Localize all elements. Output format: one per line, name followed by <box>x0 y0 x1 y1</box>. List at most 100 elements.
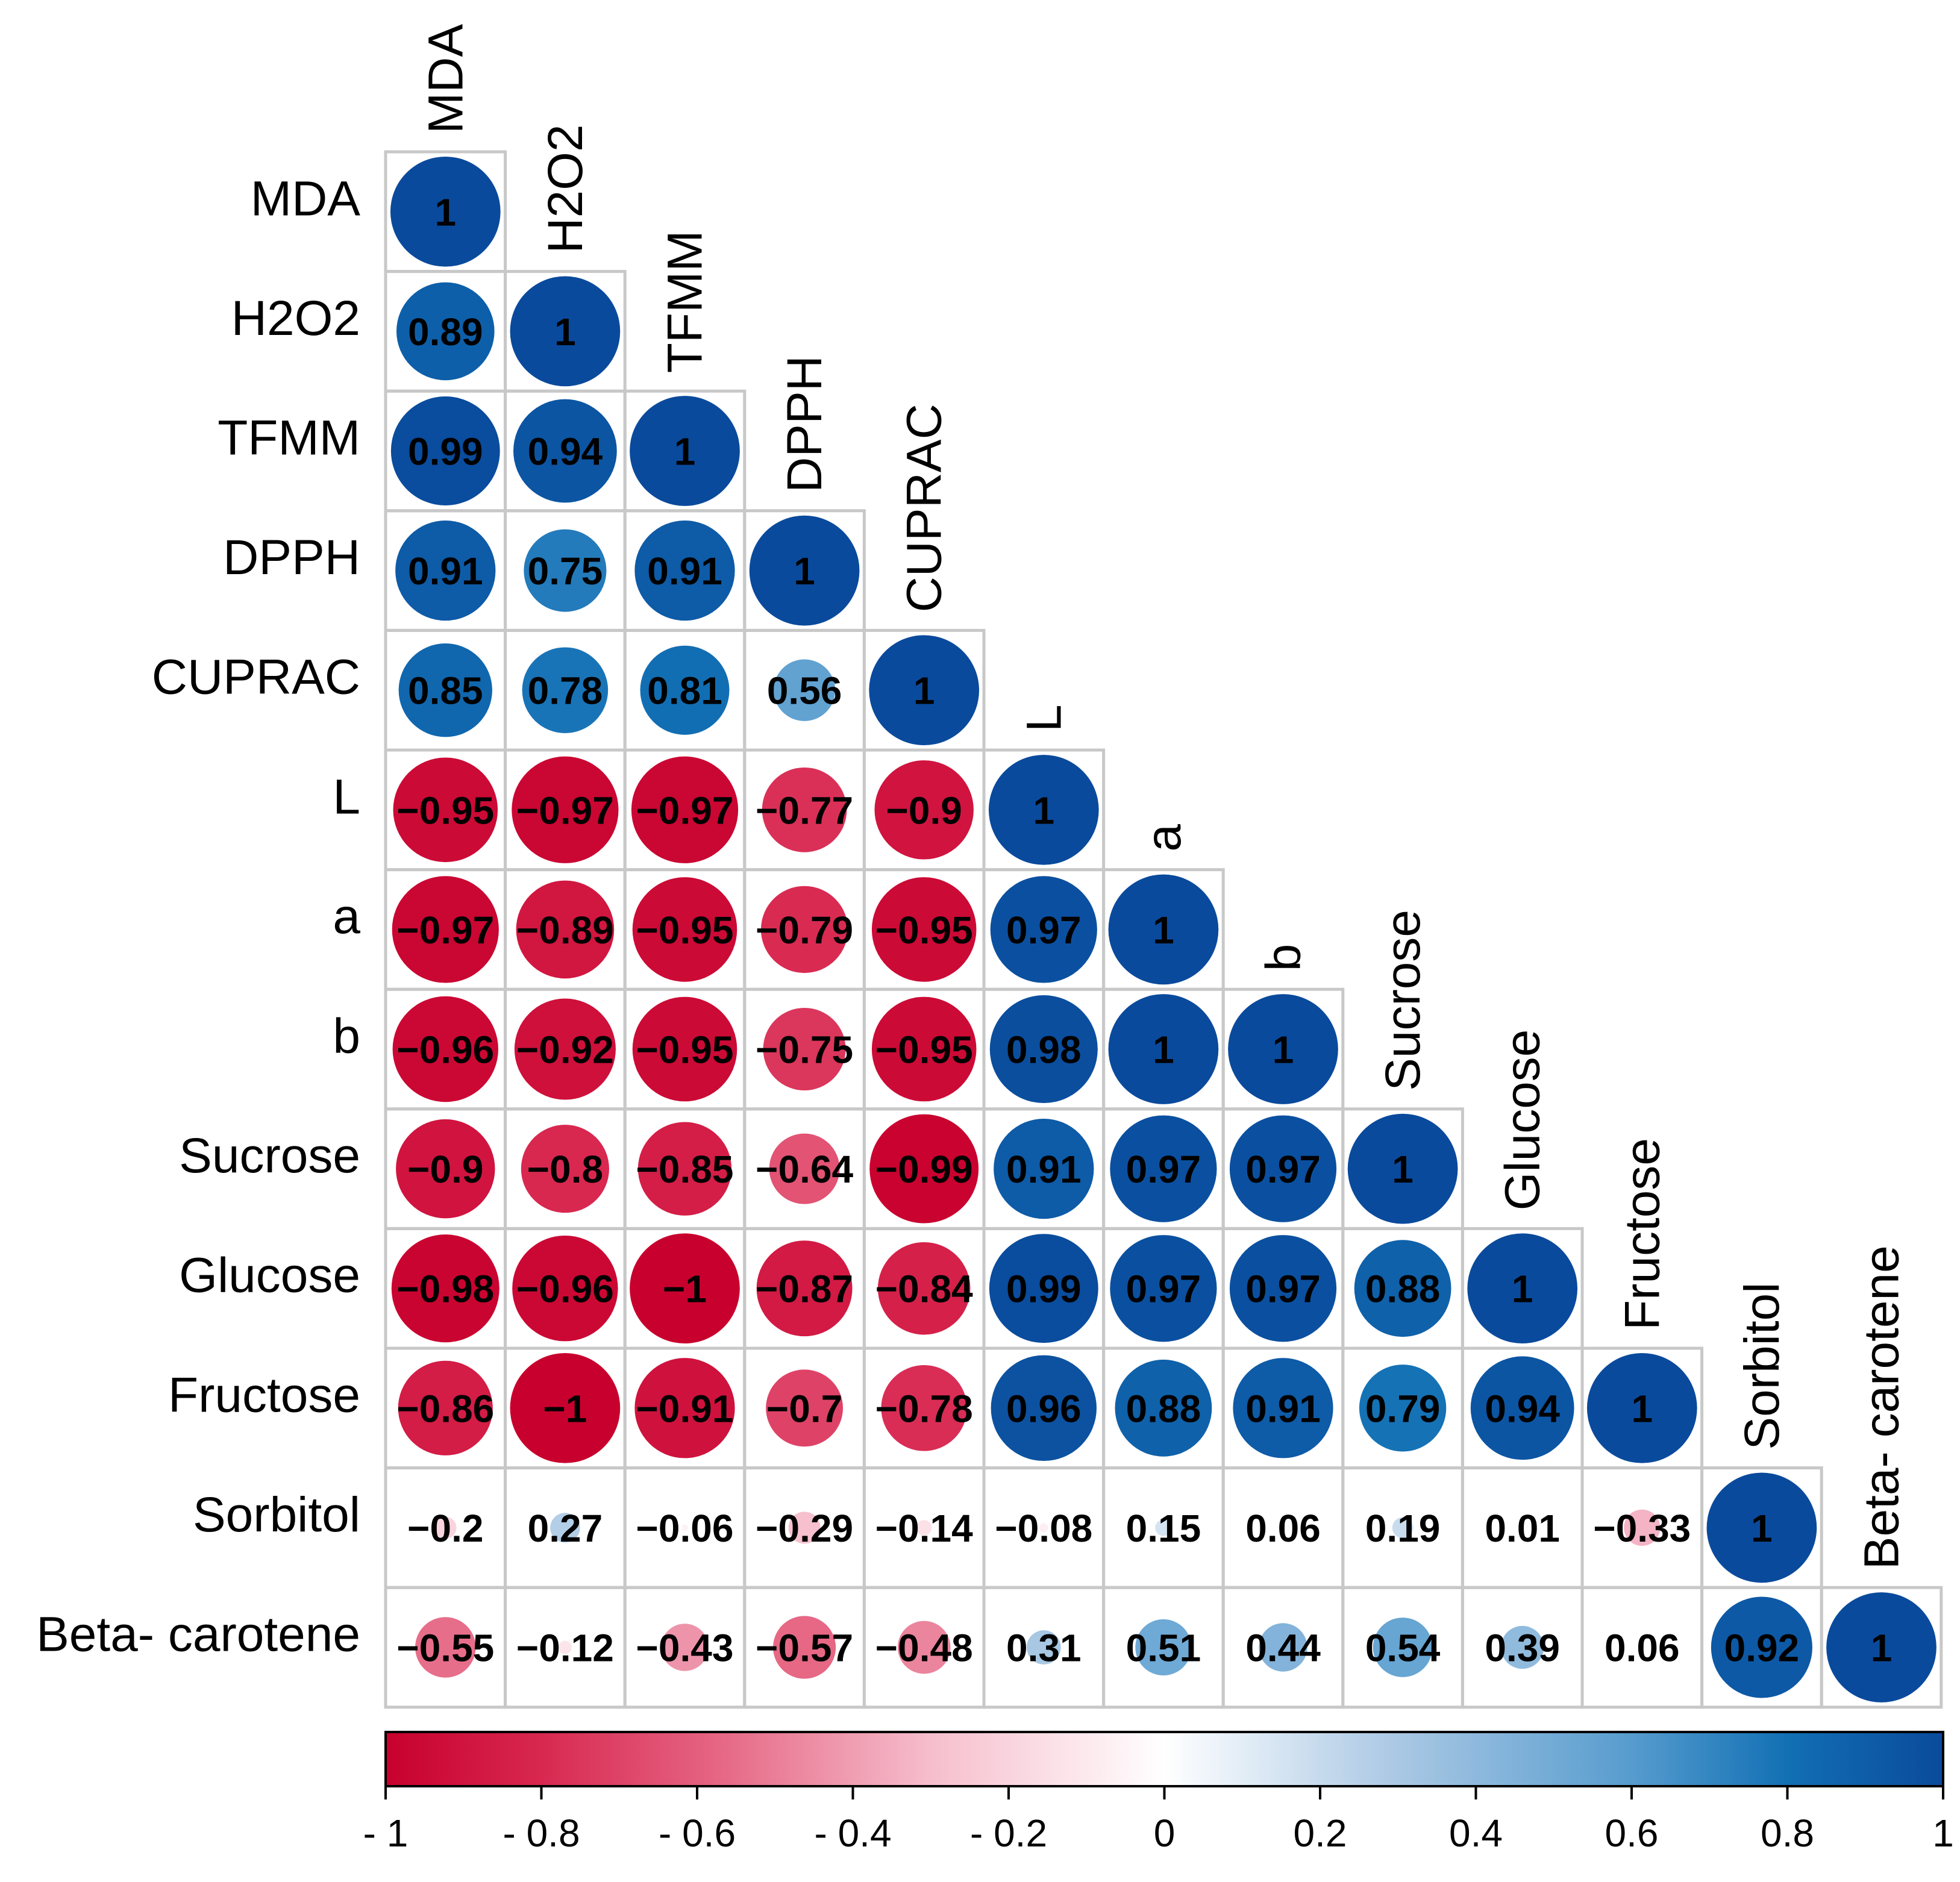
correlation-circle <box>1501 1625 1544 1669</box>
correlation-circle <box>415 1617 476 1678</box>
correlation-circle <box>916 1520 932 1536</box>
correlation-value: −0.12 <box>516 1627 614 1670</box>
correlation-circle <box>988 754 1099 865</box>
correlation-circle <box>1467 1233 1578 1344</box>
correlation-value: 1 <box>1153 908 1174 952</box>
cell-sorbitol-sorbitol: 1 <box>1700 1466 1823 1589</box>
cell-sucrose-a: 0.97 <box>1102 1107 1225 1230</box>
row-label-mda: MDA <box>251 171 361 226</box>
cell-tfmm-tfmm: 1 <box>623 389 747 513</box>
correlation-value: 1 <box>794 549 815 593</box>
cell-sucrose-mda: −0.9 <box>384 1107 507 1230</box>
correlation-circle <box>434 1516 457 1539</box>
correlation-circle <box>637 1122 732 1216</box>
cell-fructose-dpph: −0.7 <box>743 1346 866 1470</box>
cell-a-dpph: −0.79 <box>743 868 866 991</box>
correlation-value: 0.94 <box>528 430 603 474</box>
cell-beta-carotene-cuprac: −0.48 <box>862 1586 986 1709</box>
correlation-value: −0.98 <box>396 1268 494 1311</box>
correlation-circle <box>558 1640 572 1654</box>
correlation-value: 0.56 <box>767 669 842 713</box>
correlation-value: 0.97 <box>1245 1268 1321 1311</box>
correlation-value: −0.97 <box>516 789 614 832</box>
cell-sucrose-h2o2: −0.8 <box>504 1107 627 1230</box>
correlation-circle <box>631 756 739 863</box>
cell-l-dpph: −0.77 <box>743 748 866 872</box>
correlation-value: −0.95 <box>636 1028 734 1072</box>
correlation-value: 1 <box>1632 1387 1653 1430</box>
cell-cuprac-mda: 0.85 <box>384 628 507 752</box>
cell-a-tfmm: −0.95 <box>623 868 747 991</box>
correlation-value: 0.39 <box>1485 1627 1560 1670</box>
cell-sorbitol-glucose: 0.01 <box>1461 1466 1584 1589</box>
correlation-circle <box>521 1125 609 1213</box>
cell-fructose-mda: −0.86 <box>384 1346 507 1470</box>
correlation-circle <box>756 1240 853 1337</box>
correlation-value: 0.27 <box>528 1507 603 1550</box>
colorbar-tick-label: 0.8 <box>1761 1812 1814 1855</box>
correlation-value: −1 <box>663 1268 707 1311</box>
cell-a-cuprac: −0.95 <box>862 868 986 991</box>
correlation-circle <box>788 1512 821 1544</box>
correlation-circle <box>1229 1235 1337 1342</box>
cell-dpph-mda: 0.91 <box>384 509 507 632</box>
correlation-value: 0.31 <box>1006 1627 1082 1670</box>
row-label-l: L <box>333 769 360 824</box>
correlation-circle <box>1108 994 1219 1104</box>
correlation-value: 1 <box>435 190 457 234</box>
correlation-circle <box>516 880 615 979</box>
column-label-mda: MDA <box>418 23 473 134</box>
correlation-value: 0.54 <box>1365 1627 1441 1670</box>
row-label-glucose: Glucose <box>179 1248 360 1303</box>
cell-beta-carotene-b: 0.44 <box>1221 1586 1345 1709</box>
correlation-value: −0.64 <box>756 1148 853 1191</box>
cell-beta-carotene-glucose: 0.39 <box>1461 1586 1584 1709</box>
correlation-value: 0.75 <box>528 549 603 593</box>
correlation-circle <box>991 1355 1097 1462</box>
cell-glucose-h2o2: −0.96 <box>504 1227 627 1350</box>
cell-fructose-h2o2: −1 <box>504 1346 627 1470</box>
correlation-circle <box>550 1513 580 1543</box>
correlation-circle <box>395 520 496 621</box>
correlation-circle <box>392 996 499 1102</box>
cell-glucose-l: 0.99 <box>982 1227 1106 1350</box>
correlation-value: −0.89 <box>516 908 614 952</box>
correlation-value: −0.08 <box>995 1507 1092 1550</box>
correlation-circle <box>1521 1527 1523 1528</box>
correlation-value: 0.01 <box>1485 1507 1560 1550</box>
correlation-value: −0.77 <box>756 789 853 832</box>
correlation-value: 0.44 <box>1245 1627 1321 1670</box>
colorbar-tick-label: 0 <box>1154 1812 1176 1855</box>
correlation-value: −0.95 <box>875 1028 973 1072</box>
correlation-circle <box>874 760 974 860</box>
column-labels: MDA H2O2 TFMM DPPH CUPRAC La b Sucrose Glucose Fr… <box>418 23 1909 1569</box>
cell-glucose-tfmm: −1 <box>623 1227 747 1350</box>
correlation-circle <box>1347 1113 1458 1224</box>
correlation-value: 0.98 <box>1006 1028 1082 1072</box>
cell-beta-carotene-mda: −0.55 <box>384 1586 507 1709</box>
cell-fructose-cuprac: −0.78 <box>862 1346 986 1470</box>
correlation-value: 0.92 <box>1724 1627 1800 1670</box>
correlation-circle <box>1039 1523 1048 1533</box>
correlation-value: −0.96 <box>396 1028 494 1072</box>
correlation-circle <box>510 276 621 387</box>
correlation-circle <box>522 647 609 733</box>
column-label-sorbitol: Sorbitol <box>1735 1283 1789 1450</box>
correlation-value: −0.57 <box>756 1627 853 1670</box>
cell-glucose-mda: −0.98 <box>384 1227 507 1350</box>
correlation-value: −0.48 <box>875 1627 973 1670</box>
cell-beta-carotene-dpph: −0.57 <box>743 1586 866 1709</box>
correlation-circle <box>1826 1592 1937 1702</box>
correlation-circle <box>396 1119 495 1219</box>
correlation-value: −0.84 <box>875 1268 973 1311</box>
row-label-h2o2: H2O2 <box>231 291 360 346</box>
cell-b-cuprac: −0.95 <box>862 987 986 1111</box>
cell-fructose-tfmm: −0.91 <box>623 1346 747 1470</box>
correlation-value: 1 <box>1033 789 1055 832</box>
cell-sucrose-tfmm: −0.85 <box>623 1107 747 1230</box>
correlation-circle <box>881 1365 967 1451</box>
correlation-circle <box>1711 1596 1812 1698</box>
correlation-value: 0.51 <box>1126 1627 1201 1670</box>
correlation-value: 0.06 <box>1605 1627 1680 1670</box>
correlation-circle <box>994 1118 1094 1219</box>
